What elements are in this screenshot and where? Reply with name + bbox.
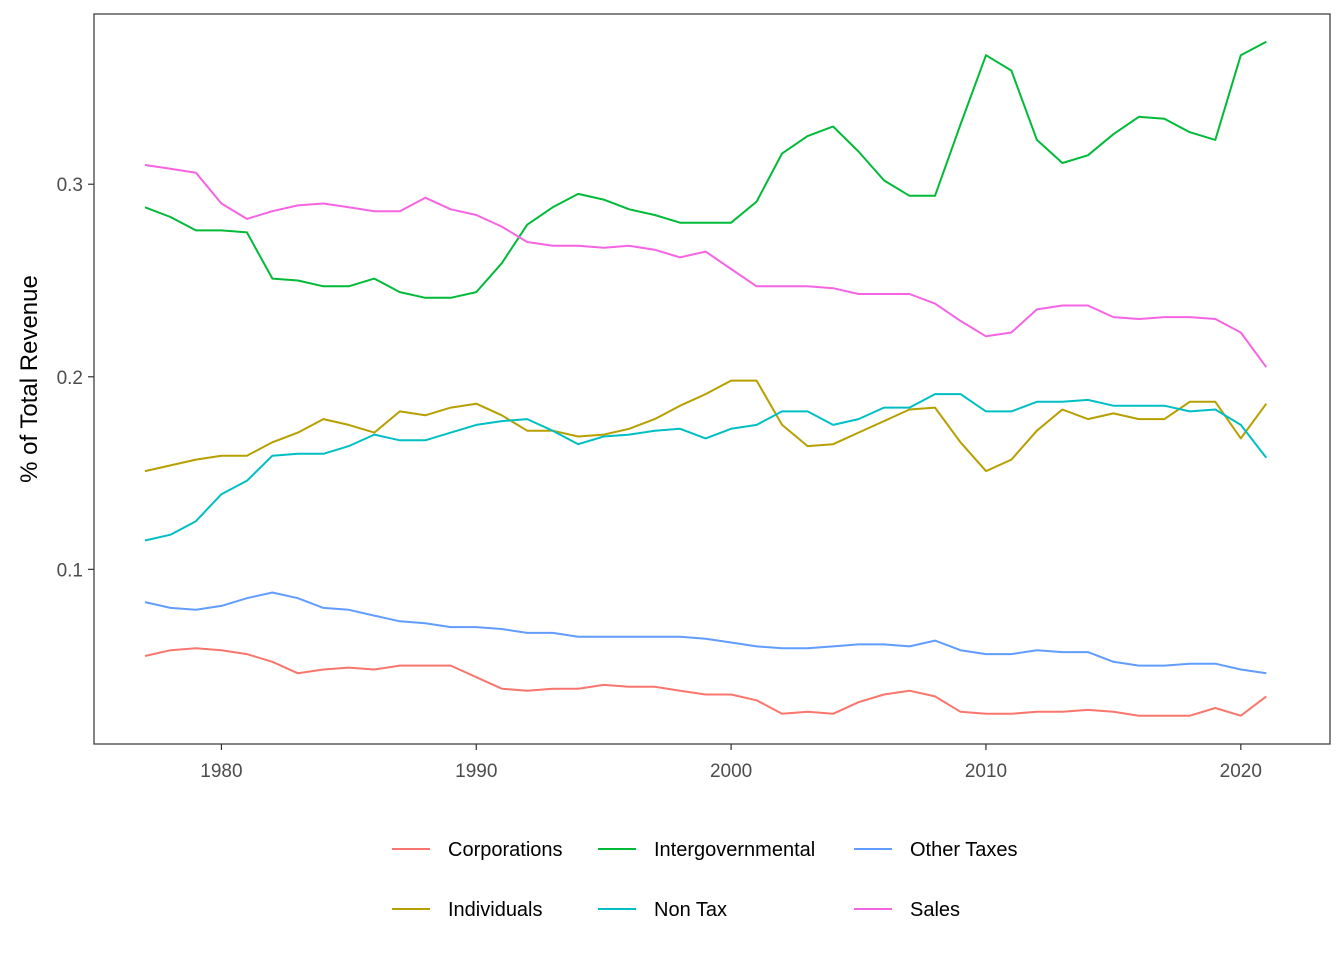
- legend: Corporations Individuals Intergovernmental…: [392, 839, 1017, 921]
- legend-label-intergovernmental: Intergovernmental: [654, 839, 815, 861]
- plot-background: [94, 14, 1330, 744]
- x-tick-label: 1990: [455, 761, 497, 782]
- series-line-sales: [144, 164, 1268, 368]
- y-tick-label: 0.2: [57, 368, 83, 389]
- legend-label-sales: Sales: [910, 899, 960, 921]
- x-tick-label: 2010: [965, 761, 1007, 782]
- series-line-corporations: [144, 647, 1267, 717]
- legend-label-non-tax: Non Tax: [654, 899, 727, 921]
- y-tick-label: 0.3: [57, 175, 83, 196]
- series-layer: [144, 40, 1268, 717]
- plot-border: [93, 13, 1331, 745]
- series-line-individuals: [144, 379, 1268, 473]
- y-axis: 0.1 0.2 0.3: [57, 175, 94, 581]
- legend-label-individuals: Individuals: [448, 899, 543, 921]
- series-line-intergovernmental: [144, 40, 1267, 299]
- legend-label-other-taxes: Other Taxes: [910, 839, 1017, 861]
- x-axis: 1980 1990 2000 2010 2020: [200, 744, 1262, 782]
- x-tick-label: 2020: [1220, 761, 1262, 782]
- y-tick-label: 0.1: [57, 560, 83, 581]
- legend-label-corporations: Corporations: [448, 839, 563, 861]
- x-tick-label: 1980: [200, 761, 242, 782]
- x-tick-label: 2000: [710, 761, 752, 782]
- series-line-non-tax: [144, 393, 1268, 542]
- series-line-other-taxes: [144, 591, 1267, 675]
- y-axis-title: % of Total Revenue: [16, 275, 43, 483]
